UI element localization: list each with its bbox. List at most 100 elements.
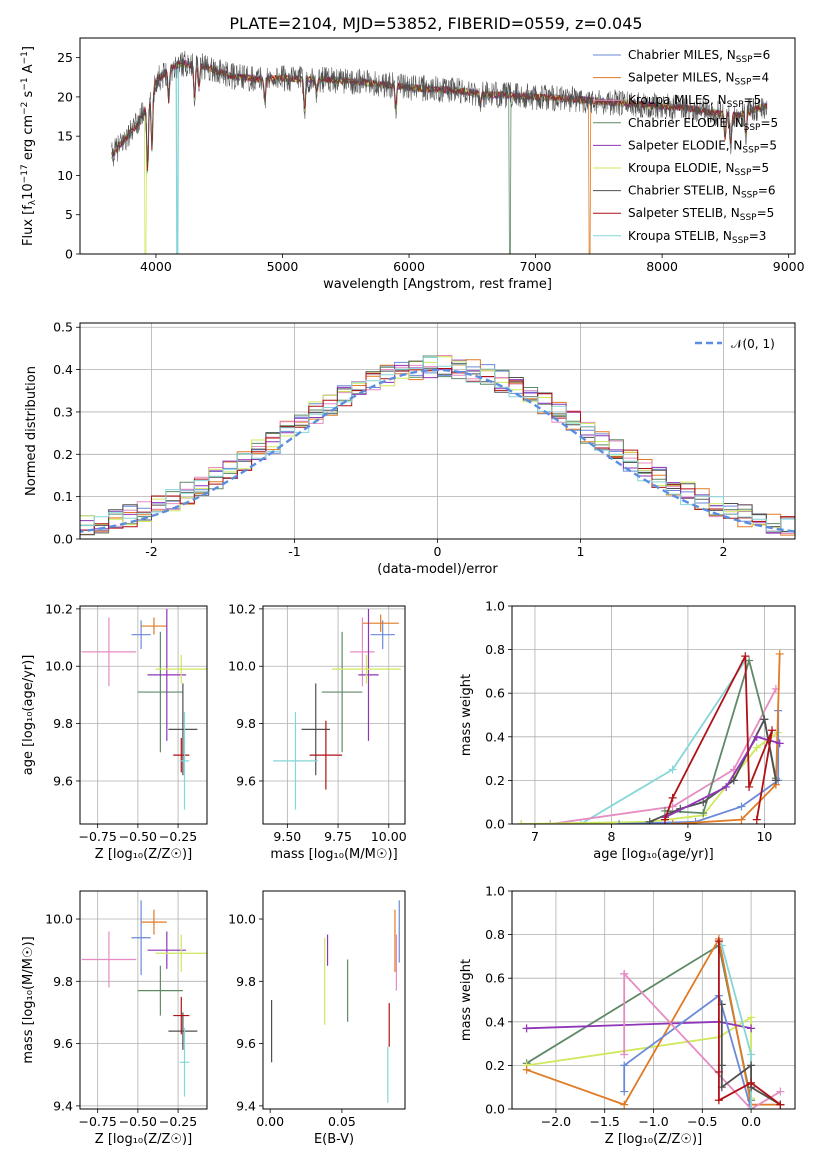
y-tick-label: 0.8	[485, 642, 505, 657]
errorbar-kroupa-miles	[81, 617, 137, 687]
weight-marker	[776, 1087, 785, 1096]
x-tick-label: −0.25	[159, 829, 197, 844]
weight-marker	[722, 782, 731, 791]
errorbar-kroupa-stelib	[273, 712, 318, 810]
ticks: 9.50 9.75 10.00 9.6 9.8 10.0 10.2	[228, 601, 407, 844]
ticks: −0.75 −0.50 −0.25 9.6 9.8 10.0 10.2	[45, 601, 197, 844]
weight-line	[720, 1004, 781, 1106]
histogram-kroupa-stelib	[80, 357, 795, 532]
y-axis-label: mass [log₁₀(M/M☉)]	[21, 936, 36, 1063]
x-tick-label: 0.0	[741, 1114, 761, 1129]
y-tick-label: 10.0	[45, 912, 73, 927]
errorbar-salpeter-elodie	[358, 608, 379, 741]
axes-frame	[79, 322, 796, 540]
x-axis-label: (data-model)/error	[377, 562, 498, 577]
y-tick-label: 10.0	[228, 659, 256, 674]
weight-series-kroupa-elodie	[517, 728, 783, 824]
panel-massweight-vs-z: −2.0 −1.5 −1.0 −0.5 0.0 0.0 0.2 0.4 0.6 0.8 1.0 Z […	[459, 884, 796, 1147]
x-tick-label: 6000	[393, 259, 425, 274]
axes-frame	[79, 890, 208, 1110]
x-tick-label: 9.50	[273, 829, 301, 844]
weight-marker	[668, 793, 677, 802]
y-tick-label: 9.6	[236, 773, 256, 788]
plot-area	[273, 608, 401, 810]
errorbar-salpeter-elodie	[147, 931, 187, 969]
grid-lines	[80, 606, 207, 824]
weight-marker	[615, 820, 624, 824]
ticks: 7 8 9 10 0.0 0.2 0.4 0.6 0.8 1.0	[485, 599, 772, 845]
errorbar-kroupa-stelib	[179, 1028, 190, 1097]
weight-marker	[747, 1013, 756, 1022]
legend-label-gaussian: 𝒩(0, 1)	[731, 337, 775, 351]
grid-lines	[80, 891, 207, 1109]
weight-marker	[752, 732, 761, 741]
grid-lines	[512, 890, 795, 1110]
weight-marker	[776, 1100, 785, 1109]
y-tick-label: 9.4	[236, 1098, 256, 1113]
y-tick-label: 9.8	[53, 716, 73, 731]
y-tick-label: 0.4	[485, 1014, 505, 1029]
weight-marker	[714, 1096, 723, 1105]
y-tick-label: 9.6	[236, 1036, 256, 1051]
x-tick-label: 0.05	[328, 1114, 356, 1129]
weight-marker	[741, 652, 750, 661]
x-tick-label: −0.50	[119, 829, 157, 844]
weight-marker	[771, 776, 780, 785]
errorbar-chabrier-miles	[370, 620, 395, 650]
weight-marker	[620, 1087, 629, 1096]
errorbar-kroupa-miles	[81, 931, 137, 988]
y-tick-label: 10.2	[228, 601, 256, 616]
x-tick-label: -2	[145, 544, 157, 559]
weight-marker	[760, 715, 769, 724]
y-tick-label: 10	[57, 168, 73, 183]
figure-title: PLATE=2104, MJD=53852, FIBERID=0559, z=0…	[229, 14, 642, 33]
errorbar-salpeter-miles	[141, 617, 167, 635]
y-tick-label: 9.6	[53, 1036, 73, 1051]
y-tick-label: 10.0	[228, 912, 256, 927]
legend-label-chabrier-elodie: Chabrier ELODIE, NSSP=5	[628, 116, 778, 133]
y-tick-label: 0.2	[485, 773, 505, 788]
y-tick-label: 0.0	[53, 532, 73, 547]
y-tick-label: 0	[65, 247, 73, 262]
plot-area	[271, 900, 400, 1103]
y-tick-label: 5	[65, 207, 73, 222]
y-tick-label: 0.0	[485, 817, 505, 832]
weight-marker	[714, 1067, 723, 1076]
errorbar-kroupa-miles	[350, 617, 375, 687]
errorbar-salpeter-miles	[362, 614, 399, 632]
y-tick-label: 9.6	[53, 773, 73, 788]
weight-marker	[714, 937, 723, 946]
y-axis-label: mass weight	[459, 959, 474, 1041]
x-axis-label: wavelength [Angstrom, rest frame]	[323, 277, 552, 292]
legend-label-kroupa-elodie: Kroupa ELODIE, NSSP=5	[628, 161, 769, 178]
x-tick-label: 0	[434, 544, 442, 559]
x-tick-label: −1.5	[590, 1114, 620, 1129]
y-tick-label: 1.0	[485, 884, 505, 899]
panel-spectrum: 4000 5000 6000 7000 8000 9000 0 5 10 15 20 25 wavele…	[20, 37, 805, 292]
weight-series-salpeter-miles	[668, 649, 784, 824]
y-axis-label: Flux [fλ10−17 erg cm−2 s−1 A−1]	[20, 46, 38, 246]
legend-label-kroupa-stelib: Kroupa STELIB, NSSP=3	[628, 229, 766, 246]
x-tick-label: −0.25	[159, 1114, 197, 1129]
y-tick-label: 0.1	[53, 489, 73, 504]
x-axis-label: age [log₁₀(age/yr)]	[593, 847, 714, 862]
weight-marker	[620, 1050, 629, 1059]
x-tick-label: −2.0	[541, 1114, 571, 1129]
x-tick-label: 9000	[773, 259, 805, 274]
y-tick-label: 9.8	[236, 716, 256, 731]
errorbar-kroupa-elodie	[155, 654, 207, 684]
ticks: −2.0 −1.5 −1.0 −0.5 0.0 0.0 0.2 0.4 0.6 0.8 1.0	[485, 884, 761, 1130]
x-tick-label: 10	[756, 829, 772, 844]
legend-label-salpeter-miles: Salpeter MILES, NSSP=4	[628, 71, 769, 88]
errorbar-chabrier-miles	[131, 900, 151, 976]
grid-lines	[263, 606, 405, 824]
weight-series-salpeter-stelib	[714, 937, 785, 1109]
weight-line	[550, 688, 777, 824]
x-tick-label: 5000	[267, 259, 299, 274]
errorbar-salpeter-stelib	[309, 720, 343, 790]
legend-label-salpeter-stelib: Salpeter STELIB, NSSP=5	[628, 206, 774, 223]
panel-mass-vs-ebv: 0.00 0.05 9.4 9.6 9.8 10.0 E(B-V)	[228, 890, 406, 1147]
x-tick-label: 0.00	[256, 1114, 284, 1129]
grid-lines	[512, 605, 795, 825]
y-axis-label: age [log₁₀(age/yr)]	[21, 655, 36, 776]
